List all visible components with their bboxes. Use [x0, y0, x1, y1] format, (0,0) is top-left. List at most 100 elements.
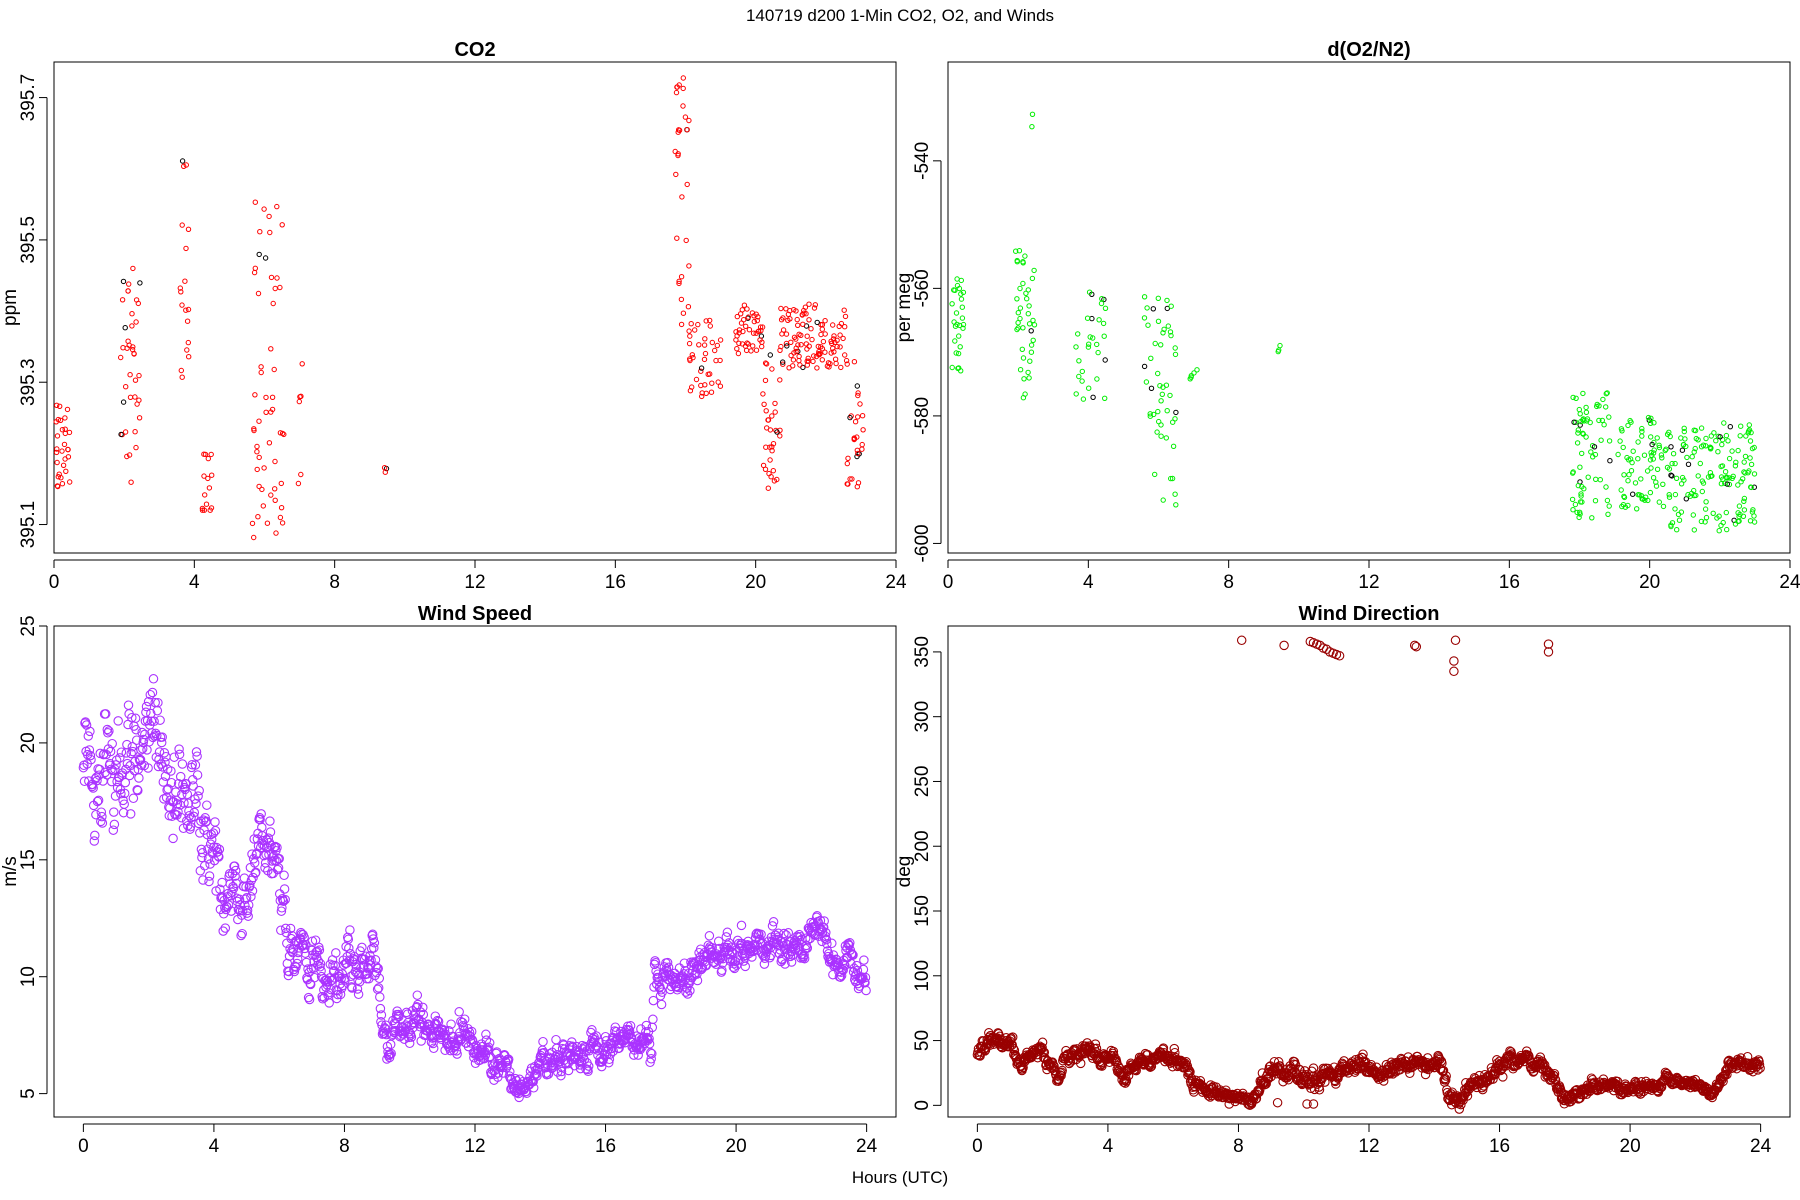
o2n2-data-point — [956, 333, 962, 339]
wind-speed-data-point — [94, 764, 105, 775]
o2n2-data-point — [1144, 305, 1150, 311]
co2-data-point — [178, 289, 184, 295]
o2n2-data-point — [954, 276, 960, 282]
co2-data-point — [857, 401, 863, 407]
co2-data-point — [65, 454, 72, 460]
co2-data-point — [699, 390, 705, 396]
o2n2-data-point — [1101, 333, 1107, 339]
wind-speed-data-point — [242, 905, 253, 916]
o2n2-data-point — [1159, 391, 1166, 397]
co2-data-point — [687, 356, 693, 362]
co2-data-point — [54, 402, 60, 408]
o2n2-data-point — [1676, 517, 1683, 523]
co2-data-point — [687, 333, 693, 339]
co2-data-point — [675, 151, 681, 157]
co2-data-point — [734, 346, 740, 352]
co2-data-point — [829, 340, 835, 347]
co2-data-point — [810, 358, 816, 365]
wind-direction-data-point — [1543, 647, 1554, 657]
o2n2-data-point — [1172, 345, 1178, 351]
co2-data-point — [698, 365, 705, 371]
o2n2-data-point — [1713, 438, 1719, 444]
wind-speed-data-point — [218, 926, 228, 936]
wind-speed-data-point — [126, 748, 136, 759]
wind-speed-data-point — [125, 809, 136, 819]
co2-data-point — [680, 310, 687, 316]
wind-speed-y-tick-label: 25 — [18, 615, 39, 636]
o2n2-data-point — [1742, 470, 1748, 476]
o2n2-data-point — [1158, 398, 1164, 404]
o2n2-data-point — [1644, 468, 1651, 474]
o2n2-data-point — [1648, 465, 1654, 471]
o2n2-data-point — [1170, 419, 1176, 425]
wind-speed-data-point — [521, 1088, 532, 1099]
o2n2-data-point — [1025, 369, 1031, 376]
wind-speed-data-point — [204, 876, 214, 887]
co2-data-point — [791, 334, 798, 340]
wind-direction-y-tick-label: 50 — [912, 1030, 933, 1051]
co2-data-point — [763, 361, 770, 367]
wind-speed-data-point — [301, 957, 312, 968]
wind-speed-data-point — [146, 708, 156, 719]
wind-speed-y-tick-label: 20 — [18, 732, 39, 753]
co2-data-point — [686, 263, 692, 269]
o2n2-data-point — [1016, 248, 1023, 254]
wind-speed-data-point — [394, 1011, 404, 1022]
wind-speed-data-point — [158, 762, 168, 772]
co2-data-point — [745, 341, 751, 347]
o2n2-data-point — [1084, 315, 1091, 321]
co2-data-point — [708, 389, 715, 395]
o2n2-data-point — [1718, 522, 1724, 529]
o2n2-data-point — [1094, 376, 1100, 382]
wind-speed-data-point — [662, 957, 673, 968]
o2n2-data-point — [1017, 305, 1024, 311]
wind-speed-data-point — [134, 773, 144, 783]
o2n2-data-point — [1735, 447, 1741, 454]
o2n2-data-point — [1707, 446, 1714, 452]
co2-data-point — [738, 320, 745, 326]
co2-data-point — [838, 364, 844, 371]
co2-data-point — [702, 382, 708, 388]
co2-data-point — [184, 318, 191, 324]
o2n2-data-point — [1020, 395, 1027, 401]
o2n2-data-point — [1749, 509, 1756, 515]
o2n2-data-point — [1580, 390, 1586, 397]
wind-speed-data-point — [685, 985, 695, 996]
o2n2-data-point — [1141, 315, 1148, 321]
co2-data-point — [271, 366, 277, 373]
wind-direction-title: Wind Direction — [1299, 603, 1440, 625]
co2-data-point — [260, 503, 266, 509]
co2-data-point — [837, 332, 843, 338]
co2-data-point — [830, 336, 837, 342]
co2-data-point — [182, 278, 188, 284]
o2n2-data-point — [1723, 509, 1730, 516]
wind-speed-data-point — [273, 863, 284, 873]
co2-data-point — [859, 413, 866, 419]
co2-data-point — [811, 353, 817, 359]
wind-speed-data-point — [446, 1019, 456, 1029]
co2-data-point — [766, 470, 772, 477]
wind-speed-data-point — [426, 1037, 437, 1048]
co2-data-point — [803, 341, 809, 347]
o2n2-data-point — [1724, 481, 1731, 487]
wind-speed-data-point — [131, 724, 141, 735]
wind-speed-data-point — [128, 793, 139, 804]
o2n2-data-point — [1641, 452, 1648, 458]
o2n2-data-point — [1668, 472, 1674, 478]
wind-speed-data-point — [137, 727, 147, 738]
wind-speed-data-point — [237, 928, 247, 939]
o2n2-data-point — [1648, 434, 1654, 440]
wind-speed-data-point — [497, 1062, 508, 1073]
o2n2-data-point — [953, 350, 959, 356]
wind-speed-data-point — [648, 1014, 658, 1025]
co2-data-point — [805, 355, 811, 361]
wind-speed-data-point — [525, 1072, 535, 1082]
wind-speed-data-point — [453, 1031, 464, 1042]
wind-speed-data-point — [428, 1043, 439, 1054]
o2n2-data-point — [1080, 396, 1087, 402]
co2-data-point — [842, 313, 849, 320]
o2n2-data-point — [1707, 470, 1714, 476]
o2n2-data-point — [1152, 340, 1158, 347]
co2-data-point — [266, 440, 273, 446]
co2-data-point — [830, 322, 836, 328]
